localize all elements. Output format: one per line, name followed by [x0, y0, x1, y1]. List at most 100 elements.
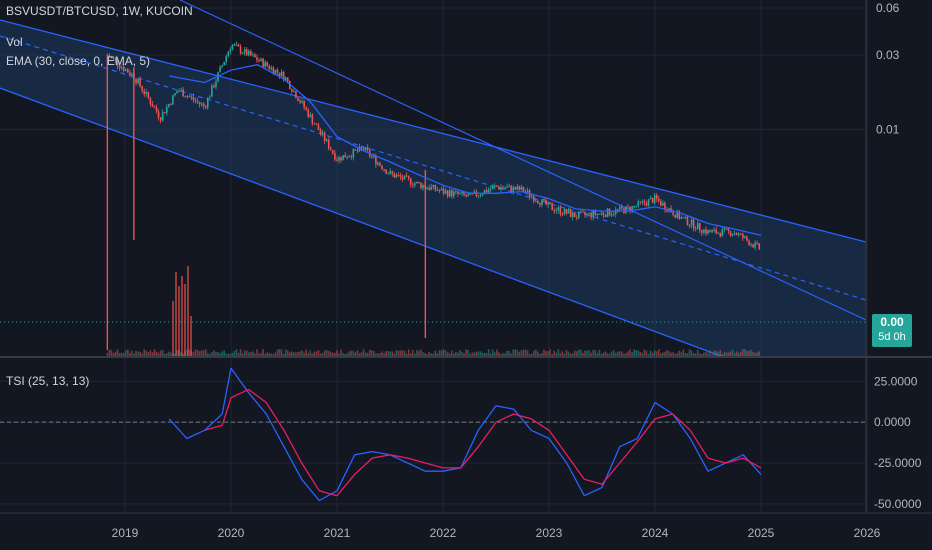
candle-body	[346, 157, 348, 159]
volume-bar	[555, 352, 558, 356]
volume-bar	[452, 353, 455, 356]
volume-bar	[247, 352, 250, 356]
volume-bar	[293, 352, 295, 356]
candle-body	[752, 244, 754, 248]
y-tick-label: 0.01	[876, 122, 900, 136]
volume-bar	[434, 350, 437, 356]
volume-bar	[141, 353, 143, 356]
candle-body	[194, 99, 197, 101]
volume-bar	[182, 353, 184, 356]
volume-bar	[606, 353, 609, 356]
tsi-legend[interactable]: TSI (25, 13, 13)	[6, 374, 89, 388]
volume-bar	[340, 349, 342, 356]
volume-bar	[405, 353, 408, 356]
candle-body	[227, 51, 230, 57]
candle-body	[575, 217, 578, 219]
candle-body	[534, 200, 537, 202]
candle-body	[209, 96, 211, 98]
volume-bar	[258, 353, 260, 356]
candle-body	[399, 175, 402, 178]
candle-body	[416, 181, 418, 184]
candle-body	[411, 184, 414, 186]
volume-bar	[368, 349, 371, 356]
candle-body	[198, 101, 201, 105]
volume-spike	[178, 286, 180, 356]
candle-body	[366, 147, 369, 151]
volume-bar	[682, 349, 685, 356]
volume-bar	[715, 350, 717, 356]
candle-body	[414, 183, 416, 186]
volume-bar	[487, 349, 490, 356]
volume-bar	[504, 353, 506, 356]
candle-body	[582, 211, 584, 213]
ema-legend[interactable]: EMA (30, close, 0, EMA, 5)	[6, 54, 150, 68]
volume-bar	[282, 353, 285, 356]
volume-bar	[455, 351, 457, 356]
candle-body	[405, 175, 408, 177]
candle-body	[327, 139, 330, 149]
volume-bar	[635, 350, 638, 356]
candle-body	[457, 191, 459, 195]
volume-bar	[237, 352, 240, 356]
candle-body	[578, 211, 580, 218]
volume-bar	[426, 353, 428, 356]
candle-body	[567, 210, 570, 214]
volume-bar	[448, 353, 451, 356]
volume-bar	[159, 350, 162, 356]
volume-bar	[370, 350, 373, 356]
volume-bar	[629, 349, 631, 356]
candle-body	[543, 199, 545, 201]
candle-body	[758, 243, 761, 250]
candle-body	[452, 191, 455, 197]
volume-bar	[553, 350, 556, 356]
volume-bar	[590, 352, 592, 356]
candle-body	[307, 109, 310, 117]
volume-bar	[360, 352, 363, 356]
candle-body	[664, 202, 666, 210]
volume-bar	[420, 349, 422, 356]
volume-bar	[393, 353, 396, 356]
candle-body	[619, 206, 621, 210]
candle-body	[715, 229, 717, 234]
volume-bar	[223, 350, 225, 356]
candle-body	[268, 65, 271, 70]
volume-bar	[578, 349, 580, 356]
vol-legend[interactable]: Vol	[6, 35, 23, 49]
volume-bar	[444, 350, 447, 356]
volume-bar	[698, 353, 701, 356]
symbol-legend[interactable]: BSVUSDT/BTCUSD, 1W, KUCOIN	[6, 4, 193, 18]
volume-bar	[317, 350, 320, 356]
volume-bar	[469, 353, 471, 356]
candle-body	[721, 229, 724, 237]
candle-body	[610, 214, 613, 216]
candle-body	[299, 100, 301, 103]
candle-body	[276, 69, 279, 73]
volume-bar	[227, 353, 230, 356]
candle-body	[274, 69, 277, 74]
volume-bar	[459, 350, 461, 356]
volume-bar	[608, 353, 611, 356]
candle-body	[709, 230, 711, 233]
candle-body	[131, 73, 133, 76]
candle-body	[200, 103, 203, 105]
volume-bar	[110, 350, 113, 356]
candle-body	[489, 188, 492, 190]
candle-body	[395, 175, 398, 178]
volume-bar	[432, 353, 435, 356]
candlesticks	[106, 41, 761, 350]
volume-bar	[500, 353, 502, 356]
volume-bar	[557, 349, 560, 356]
volume-bar	[301, 350, 303, 356]
candle-body	[428, 187, 430, 190]
candle-body	[459, 193, 461, 195]
candle-body	[627, 206, 629, 208]
candle-body	[383, 169, 385, 171]
candle-body	[280, 71, 283, 77]
candle-body	[756, 242, 758, 244]
volume-bar	[356, 350, 359, 356]
candle-body	[418, 181, 420, 184]
volume-bar	[571, 353, 574, 356]
candle-body	[325, 139, 328, 141]
volume-bar	[489, 353, 492, 356]
